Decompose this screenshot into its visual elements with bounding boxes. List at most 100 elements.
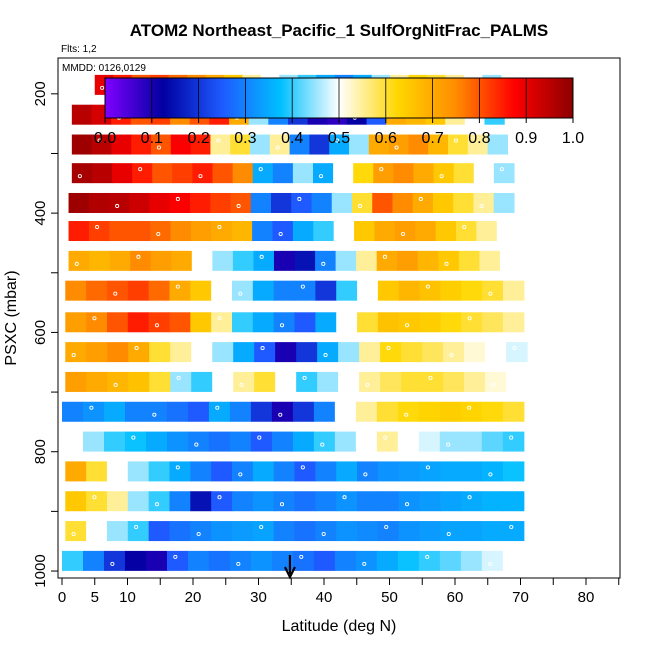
heatmap-cell bbox=[106, 461, 129, 482]
heatmap-cell bbox=[502, 280, 525, 301]
heatmap-cell bbox=[506, 371, 528, 392]
heatmap-cell bbox=[315, 312, 337, 333]
heatmap-cell bbox=[172, 163, 194, 184]
heatmap-cell bbox=[294, 461, 316, 482]
measurement-marker bbox=[400, 231, 406, 237]
heatmap-cell bbox=[461, 280, 483, 301]
heatmap-cell bbox=[464, 342, 486, 363]
heatmap-cell bbox=[148, 280, 171, 301]
measurement-marker bbox=[113, 382, 118, 387]
heatmap-cell bbox=[128, 342, 150, 363]
heatmap-cell bbox=[397, 401, 420, 422]
measurement-marker bbox=[238, 291, 243, 296]
heatmap-cell bbox=[62, 431, 84, 452]
heatmap-cell bbox=[190, 221, 212, 242]
heatmap-cell bbox=[333, 221, 355, 242]
heatmap-cell bbox=[481, 401, 504, 422]
heatmap-cell bbox=[372, 192, 394, 213]
heatmap-cell bbox=[376, 550, 399, 571]
heatmap-cell bbox=[461, 491, 483, 512]
heatmap-cell bbox=[329, 134, 350, 155]
measurement-marker bbox=[194, 442, 199, 447]
measurement-marker bbox=[509, 525, 514, 530]
measurement-marker bbox=[175, 465, 180, 470]
heatmap-cell bbox=[351, 192, 373, 213]
heatmap-cell bbox=[130, 250, 152, 271]
heatmap-cell bbox=[311, 192, 333, 213]
measurement-marker bbox=[365, 382, 370, 387]
heatmap-cell bbox=[331, 192, 353, 213]
heatmap-cell bbox=[65, 521, 87, 542]
heatmap-cell bbox=[211, 221, 233, 242]
heatmap-cell bbox=[443, 371, 465, 392]
heatmap-cell bbox=[294, 312, 316, 333]
measurement-marker bbox=[488, 472, 493, 477]
measurement-marker bbox=[405, 323, 410, 328]
heatmap-cell bbox=[233, 342, 255, 363]
heatmap-cell bbox=[91, 134, 113, 155]
heatmap-layer bbox=[65, 342, 528, 363]
measurement-marker bbox=[379, 167, 384, 172]
heatmap-cell bbox=[210, 134, 231, 155]
x-tick-label: 70 bbox=[512, 589, 529, 606]
heatmap-cell bbox=[460, 431, 483, 452]
heatmap-cell bbox=[313, 221, 335, 242]
heatmap-cell bbox=[398, 491, 421, 512]
heatmap-cell bbox=[336, 491, 358, 512]
heatmap-cell bbox=[418, 401, 441, 422]
heatmap-cell bbox=[289, 134, 311, 155]
measurement-marker bbox=[113, 291, 118, 296]
plot-frame bbox=[57, 57, 621, 579]
measurement-marker bbox=[384, 525, 389, 530]
heatmap-cell bbox=[271, 431, 294, 452]
heatmap-cell bbox=[294, 280, 316, 301]
measurement-marker bbox=[217, 224, 222, 230]
heatmap-cell bbox=[440, 521, 462, 542]
heatmap-cell bbox=[169, 521, 191, 542]
heatmap-cell bbox=[338, 371, 360, 392]
measurement-marker bbox=[446, 442, 451, 447]
heatmap-cell bbox=[86, 280, 108, 301]
heatmap-cell bbox=[103, 401, 126, 422]
heatmap-cell bbox=[190, 192, 211, 213]
heatmap-cell bbox=[149, 342, 171, 363]
heatmap-cell bbox=[127, 521, 150, 542]
heatmap-layer bbox=[68, 192, 515, 213]
colorbar-tick-label: 1.0 bbox=[562, 130, 584, 147]
heatmap-cell bbox=[269, 134, 291, 155]
heatmap-cell bbox=[128, 371, 150, 392]
heatmap-cell bbox=[482, 280, 504, 301]
heatmap-cell bbox=[419, 312, 442, 333]
heatmap-cell bbox=[461, 312, 483, 333]
heatmap-cell bbox=[482, 312, 504, 333]
heatmap-cell bbox=[131, 134, 152, 155]
measurement-marker bbox=[425, 284, 430, 289]
heatmap-cell bbox=[208, 401, 231, 422]
measurement-marker bbox=[404, 412, 409, 417]
heatmap-cell bbox=[493, 163, 515, 184]
heatmap-cell bbox=[357, 491, 379, 512]
heatmap-cell bbox=[252, 163, 274, 184]
heatmap-cell bbox=[232, 461, 254, 482]
measurement-marker bbox=[394, 145, 399, 150]
heatmap-cell bbox=[232, 250, 255, 271]
heatmap-cell bbox=[169, 491, 191, 512]
heatmap-cell bbox=[481, 431, 504, 452]
heatmap-cell bbox=[336, 280, 358, 301]
measurement-marker bbox=[302, 375, 307, 380]
x-tick-label: 30 bbox=[250, 589, 267, 606]
heatmap-cell bbox=[250, 431, 273, 452]
heatmap-cell bbox=[169, 461, 191, 482]
x-tick-label: 10 bbox=[119, 589, 136, 606]
heatmap-cell bbox=[440, 461, 462, 482]
heatmap-cell bbox=[86, 461, 108, 482]
heatmap-cell bbox=[229, 431, 252, 452]
heatmap-cell bbox=[232, 491, 254, 512]
heatmap-cell bbox=[502, 431, 525, 452]
heatmap-cell bbox=[71, 163, 93, 184]
heatmap-cell bbox=[252, 280, 275, 301]
heatmap-cell bbox=[415, 221, 437, 242]
heatmap-cell bbox=[359, 371, 381, 392]
heatmap-cell bbox=[169, 312, 191, 333]
measurement-marker bbox=[299, 554, 304, 559]
